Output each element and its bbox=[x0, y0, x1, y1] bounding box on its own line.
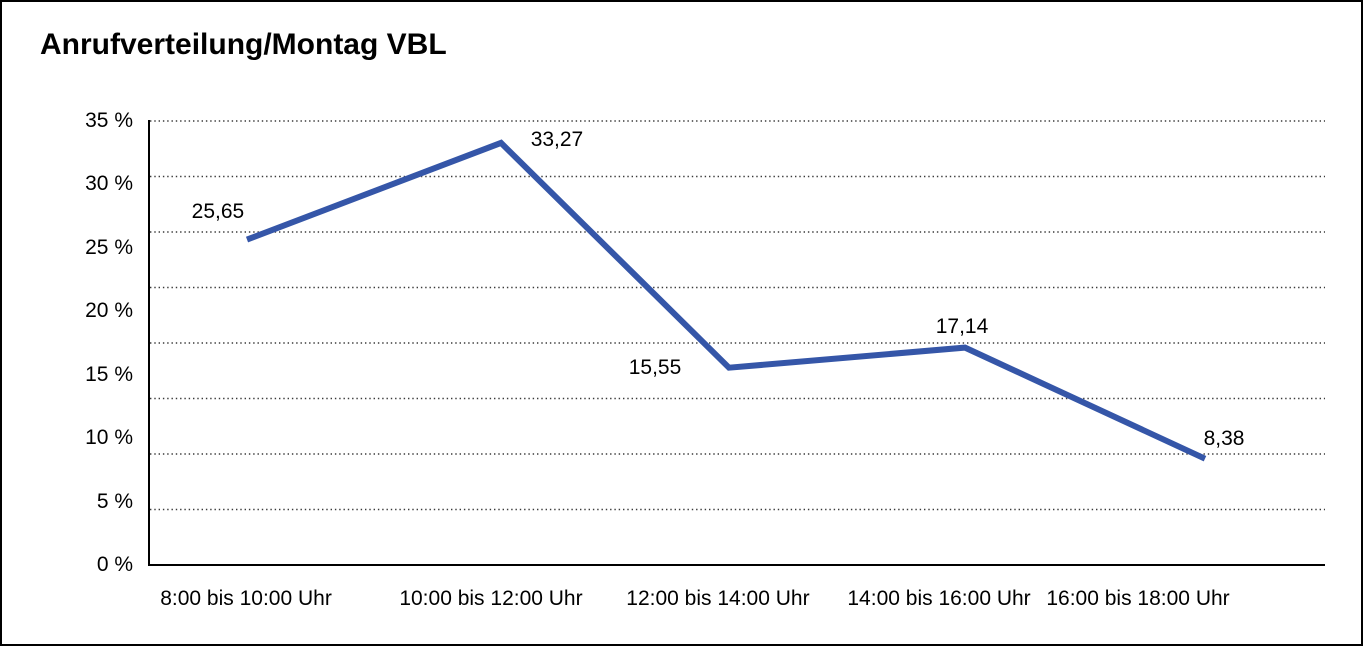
data-point-value-label: 8,38 bbox=[1203, 426, 1245, 450]
x-axis-category-label: 14:00 bis 16:00 Uhr bbox=[847, 587, 1031, 610]
y-axis-tick-label: 0 % bbox=[96, 553, 133, 576]
y-axis-tick-label: 30 % bbox=[85, 172, 133, 196]
x-axis-category-label: 12:00 bis 14:00 Uhr bbox=[626, 587, 810, 610]
y-axis-tick-label: 15 % bbox=[85, 362, 133, 386]
y-axis-tick-label: 5 % bbox=[96, 489, 133, 513]
x-axis-category-label: 8:00 bis 10:00 Uhr bbox=[160, 587, 332, 610]
y-axis-tick-label: 25 % bbox=[85, 235, 133, 259]
data-series-line bbox=[245, 139, 1207, 462]
y-axis-tick-label: 10 % bbox=[85, 426, 133, 450]
data-point-value-label: 17,14 bbox=[935, 314, 989, 338]
y-axis-tick-label: 20 % bbox=[85, 299, 133, 323]
x-axis-category-label: 10:00 bis 12:00 Uhr bbox=[399, 587, 583, 610]
x-axis-category-label: 16:00 bis 18:00 Uhr bbox=[1046, 587, 1230, 610]
y-axis-tick-label: 35 % bbox=[85, 109, 133, 132]
data-point-value-label: 33,27 bbox=[530, 127, 584, 151]
data-point-value-label: 15,55 bbox=[628, 355, 682, 379]
chart-title: Anrufverteilung/Montag VBL bbox=[40, 28, 447, 61]
data-point-value-label: 25,65 bbox=[191, 199, 245, 223]
